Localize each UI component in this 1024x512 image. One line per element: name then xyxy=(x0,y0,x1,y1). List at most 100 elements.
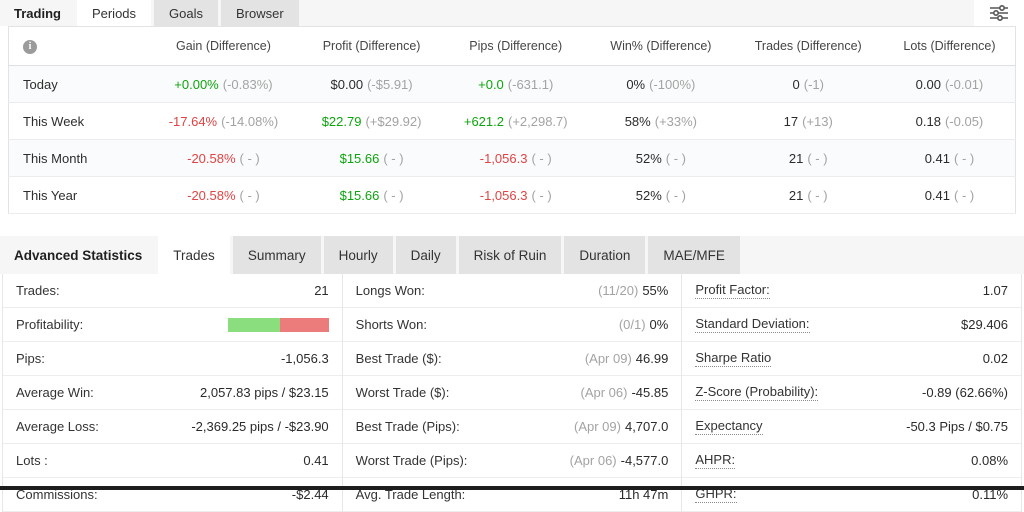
cell-diff-value: ( - ) xyxy=(531,187,552,203)
periods-table: i Gain (Difference) Profit (Difference) Pip… xyxy=(8,26,1016,214)
stat-value-main: -0.89 (62.66%) xyxy=(922,385,1009,400)
filter-button[interactable] xyxy=(974,0,1024,26)
trading-tabs: Periods Goals Browser xyxy=(76,0,302,26)
stat-value-main: 46.99 xyxy=(635,351,669,366)
cell-diff-value: ( - ) xyxy=(239,187,260,203)
stat-label-standard-deviation[interactable]: Standard Deviation: xyxy=(695,316,810,333)
periods-header-row: i Gain (Difference) Profit (Difference) Pip… xyxy=(8,26,1016,66)
stat-row-ahpr: AHPR: 0.08% xyxy=(682,444,1022,478)
period-cell: $22.79 (+$29.92) xyxy=(300,102,443,140)
period-cell: 52%( - ) xyxy=(589,176,733,214)
stat-value: -50.3 Pips / $0.75 xyxy=(906,419,1008,434)
cell-main-value: 0.41 xyxy=(924,187,951,203)
period-cell: $15.66( - ) xyxy=(300,176,443,214)
period-cell: 58% (+33%) xyxy=(589,102,733,140)
tab-goals[interactable]: Goals xyxy=(154,0,218,26)
cell-main-value: 17 xyxy=(783,113,799,129)
stat-row-best-trade-pips: Best Trade (Pips): (Apr 09) 4,707.0 xyxy=(342,410,682,444)
tab-browser[interactable]: Browser xyxy=(221,0,299,26)
stat-label-worst-trade: Worst Trade ($): xyxy=(355,385,450,400)
stat-row-ghpr: GHPR: 0.11% xyxy=(682,478,1022,512)
cell-main-value: 21 xyxy=(788,150,804,166)
stat-value-main: -50.3 Pips / $0.75 xyxy=(906,419,1009,434)
stat-value: $29.406 xyxy=(961,317,1008,332)
cell-main-value: -1,056.3 xyxy=(479,187,528,203)
stat-label-average-win: Average Win: xyxy=(16,385,94,400)
stat-value-main: 55% xyxy=(642,283,669,298)
stat-value-main: 0.08% xyxy=(971,453,1009,468)
stat-value: 1.07 xyxy=(983,283,1008,298)
stat-row-profitability: Profitability: xyxy=(3,308,342,342)
period-cell: 52%( - ) xyxy=(589,139,733,177)
column-header-gain-difference: Gain (Difference) xyxy=(146,26,301,66)
stat-row-profit-factor: Profit Factor: 1.07 xyxy=(682,274,1022,308)
stat-label-best-trade: Best Trade ($): xyxy=(355,351,442,366)
period-row-label: This Year xyxy=(8,176,146,214)
cell-main-value: -17.64% xyxy=(168,113,218,129)
period-cell: -1,056.3( - ) xyxy=(442,176,590,214)
cell-diff-value: (-0.83%) xyxy=(222,76,273,92)
cell-diff-value: ( - ) xyxy=(239,150,260,166)
bottom-page-edge xyxy=(0,486,1024,490)
info-icon[interactable]: i xyxy=(23,40,37,54)
stat-row-worst-trade: Worst Trade ($): (Apr 06) -45.85 xyxy=(342,376,682,410)
cell-main-value: $15.66 xyxy=(339,150,380,166)
stat-value: (11/20) 55% xyxy=(598,283,668,298)
period-row-this-month: This Month -20.58%( - ) $15.66( - ) -1,056.… xyxy=(8,139,1016,177)
stat-label-expectancy[interactable]: Expectancy xyxy=(695,418,763,435)
cell-main-value: -1,056.3 xyxy=(479,150,528,166)
stat-label-average-loss: Average Loss: xyxy=(16,419,99,434)
stat-value-main: 4,707.0 xyxy=(624,419,669,434)
cell-diff-value: (-100%) xyxy=(649,76,696,92)
cell-diff-value: (+33%) xyxy=(654,113,698,129)
period-cell: 0.00 (-0.01) xyxy=(883,65,1016,103)
advanced-tabstrip: Advanced Statistics Trades Summary Hourly D… xyxy=(0,236,1024,274)
stat-label-z-score-probability[interactable]: Z-Score (Probability): xyxy=(695,384,819,401)
tab-trades[interactable]: Trades xyxy=(158,236,230,274)
period-row-label: Today xyxy=(8,65,146,103)
stat-label-sharpe-ratio[interactable]: Sharpe Ratio xyxy=(695,350,772,367)
period-cell: +0.00% (-0.83%) xyxy=(146,65,301,103)
stat-value-main: 0% xyxy=(649,317,669,332)
tab-hourly[interactable]: Hourly xyxy=(323,236,393,274)
stat-label-profit-factor[interactable]: Profit Factor: xyxy=(695,282,770,299)
stat-value-prefix: (Apr 06) xyxy=(580,385,628,400)
cell-diff-value: ( - ) xyxy=(665,150,686,166)
cell-main-value: 0% xyxy=(626,76,646,92)
stat-value-prefix: (Apr 09) xyxy=(574,419,621,434)
tab-duration[interactable]: Duration xyxy=(564,236,646,274)
cell-diff-value: (+2,298.7) xyxy=(507,113,568,129)
tab-daily[interactable]: Daily xyxy=(395,236,456,274)
cell-diff-value: (-631.1) xyxy=(507,76,554,92)
tab-mae-mfe[interactable]: MAE/MFE xyxy=(648,236,740,274)
stat-row-standard-deviation: Standard Deviation: $29.406 xyxy=(682,308,1022,342)
period-row-this-week: This Week -17.64% (-14.08%) $22.79 (+$29.92)… xyxy=(8,102,1016,140)
stat-value: -1,056.3 xyxy=(281,351,329,366)
period-cell: -1,056.3( - ) xyxy=(442,139,590,177)
advanced-tabs: Trades Summary Hourly Daily Risk of Ruin Dura… xyxy=(158,236,743,274)
stats-column-2: Longs Won: (11/20) 55% Shorts Won: (0/1) 0% Be… xyxy=(342,274,683,512)
tab-risk-of-ruin[interactable]: Risk of Ruin xyxy=(458,236,562,274)
stat-value-prefix: (11/20) xyxy=(598,283,639,298)
stat-row-pips: Pips: -1,056.3 xyxy=(3,342,342,376)
stat-value: 0.41 xyxy=(303,453,328,468)
statistics-grid: Trades: 21 Profitability: Pips: -1,056.3 Aver… xyxy=(2,274,1022,512)
cell-main-value: 58% xyxy=(624,113,651,129)
stat-value-main: -1,056.3 xyxy=(280,351,329,366)
tab-summary[interactable]: Summary xyxy=(232,236,321,274)
stat-row-trades: Trades: 21 xyxy=(3,274,342,308)
period-cell: 0 (-1) xyxy=(732,65,884,103)
stat-label-best-trade-pips: Best Trade (Pips): xyxy=(355,419,460,434)
period-row-today: Today +0.00% (-0.83%) $0.00 (-$5.91) +0.0 (-63… xyxy=(8,65,1016,103)
stat-row-commissions: Commissions: -$2.44 xyxy=(3,478,342,512)
cell-main-value: $22.79 xyxy=(321,113,362,129)
stat-label-trades: Trades: xyxy=(16,283,60,298)
cell-main-value: +621.2 xyxy=(463,113,504,129)
cell-main-value: +0.0 xyxy=(478,76,504,92)
cell-main-value: 0 xyxy=(792,76,800,92)
stat-label-ahpr[interactable]: AHPR: xyxy=(695,452,736,469)
stat-row-z-score-probability: Z-Score (Probability): -0.89 (62.66%) xyxy=(682,376,1022,410)
stat-row-sharpe-ratio: Sharpe Ratio 0.02 xyxy=(682,342,1022,376)
stat-value-main: -2,369.25 pips / -$23.90 xyxy=(191,419,329,434)
tab-periods[interactable]: Periods xyxy=(76,0,152,26)
